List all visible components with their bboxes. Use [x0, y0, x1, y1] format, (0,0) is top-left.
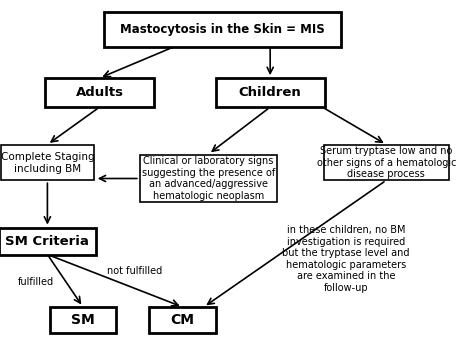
Text: Children: Children	[239, 86, 301, 99]
Text: CM: CM	[171, 313, 194, 327]
FancyBboxPatch shape	[216, 78, 325, 107]
Text: Clinical or laboratory signs
suggesting the presence of
an advanced/aggressive
h: Clinical or laboratory signs suggesting …	[142, 156, 275, 201]
Text: Serum tryptase low and no
other signs of a hematologic
disease process: Serum tryptase low and no other signs of…	[317, 146, 456, 179]
FancyBboxPatch shape	[1, 145, 94, 180]
Text: Mastocytosis in the Skin = MIS: Mastocytosis in the Skin = MIS	[120, 23, 325, 36]
FancyBboxPatch shape	[140, 155, 277, 202]
Text: SM Criteria: SM Criteria	[6, 235, 89, 248]
FancyBboxPatch shape	[104, 12, 341, 47]
FancyBboxPatch shape	[50, 307, 116, 333]
Text: fulfilled: fulfilled	[18, 277, 54, 287]
Text: Complete Staging
including BM: Complete Staging including BM	[0, 152, 94, 174]
Text: Adults: Adults	[75, 86, 124, 99]
FancyBboxPatch shape	[0, 228, 96, 255]
Text: in these children, no BM
investigation is required
but the tryptase level and
he: in these children, no BM investigation i…	[283, 225, 410, 293]
Text: not fulfilled: not fulfilled	[108, 266, 163, 276]
FancyBboxPatch shape	[45, 78, 154, 107]
FancyBboxPatch shape	[149, 307, 216, 333]
FancyBboxPatch shape	[323, 145, 449, 180]
Text: SM: SM	[71, 313, 95, 327]
